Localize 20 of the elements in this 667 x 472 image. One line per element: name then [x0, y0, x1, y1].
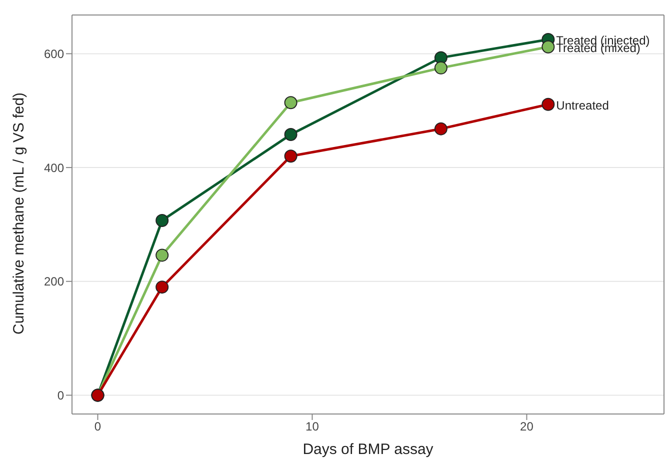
series-label: Untreated — [556, 98, 609, 112]
point — [156, 248, 169, 262]
x-axis-title: Days of BMP assay — [302, 441, 434, 458]
point — [156, 280, 169, 294]
y-axis-title: Cumulative methane (mL / g VS fed) — [10, 92, 28, 334]
point — [284, 96, 298, 110]
point — [434, 122, 448, 136]
y-tick-label: 600 — [44, 46, 64, 61]
y-tick-label: 200 — [44, 274, 64, 289]
point — [284, 128, 298, 142]
x-tick-label: 20 — [520, 420, 534, 434]
y-tick-label: 0 — [57, 388, 64, 402]
point — [542, 40, 555, 54]
y-tick-label: 400 — [44, 160, 64, 175]
point — [434, 61, 448, 74]
x-tick-label: 10 — [306, 420, 320, 434]
point — [156, 214, 169, 227]
point — [284, 150, 298, 163]
x-tick-label: 0 — [94, 420, 102, 434]
point — [542, 98, 555, 111]
